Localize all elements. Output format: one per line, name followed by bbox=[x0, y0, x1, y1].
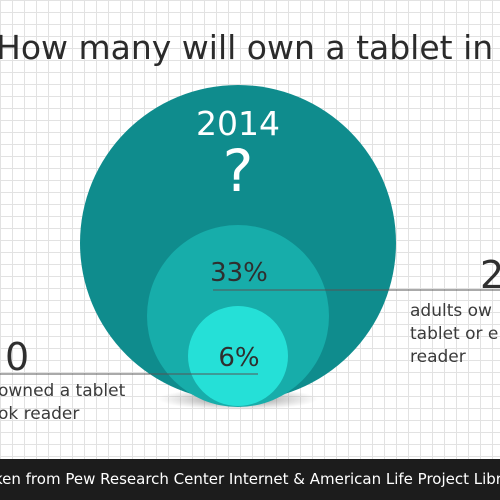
circle-6-percent bbox=[188, 306, 288, 406]
callout-right-line: adults ow bbox=[410, 301, 492, 321]
source-footer-text: ken from Pew Research Center Internet & … bbox=[0, 470, 500, 488]
callout-left-text: owned a tablet ok reader bbox=[0, 380, 125, 426]
callout-left-number: 0 bbox=[5, 335, 30, 379]
callout-right-number: 2 bbox=[480, 253, 500, 297]
callout-left-line: owned a tablet bbox=[0, 381, 126, 401]
source-footer: ken from Pew Research Center Internet & … bbox=[0, 459, 500, 500]
circle-6-percent-label: 6% bbox=[218, 343, 260, 373]
question-mark-label: ? bbox=[222, 137, 254, 205]
circle-2014-label: 2014 bbox=[196, 104, 280, 143]
chart-title: How many will own a tablet in bbox=[0, 28, 494, 67]
callout-left-line: ok reader bbox=[0, 404, 80, 424]
callout-right-line: reader bbox=[410, 347, 466, 367]
callout-right-text: adults ow tablet or e reader bbox=[410, 300, 498, 369]
circle-33-percent-label: 33% bbox=[210, 258, 268, 288]
callout-right-line: tablet or e bbox=[410, 324, 499, 344]
